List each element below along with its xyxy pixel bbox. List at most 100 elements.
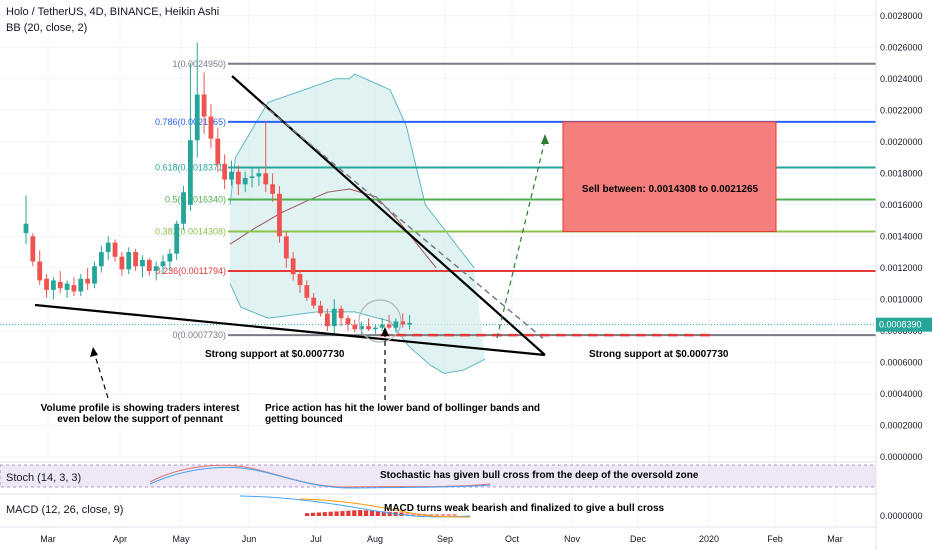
candle-body	[153, 266, 159, 271]
bounce-circle	[358, 299, 402, 343]
pennant-upper-line	[231, 75, 546, 356]
stoch-label[interactable]: Stoch (14, 3, 3)	[6, 472, 82, 484]
candle-body	[181, 192, 186, 224]
candle-body	[297, 274, 303, 286]
time-tick-label: Nov	[564, 534, 581, 544]
candle-body	[194, 94, 200, 141]
time-tick-label: Aug	[367, 534, 383, 544]
time-tick-label: Jun	[242, 534, 257, 544]
bounce-arrow-head	[381, 327, 389, 336]
trend-drawings	[34, 75, 710, 400]
macd-histogram-bar	[446, 514, 451, 516]
macd-annotation: MACD turns weak bearish and finalized to…	[384, 503, 665, 514]
indicator-panes	[0, 461, 877, 518]
macd-signal-line	[299, 498, 471, 518]
bb-indicator-label[interactable]: BB (20, close, 2)	[6, 22, 88, 34]
candle-body	[256, 173, 262, 177]
price-axis[interactable]: 0.0028000 0.0026000 0.0024000 0.0022000 0.00…	[875, 0, 932, 550]
price-tick-label: 0.0026000	[880, 42, 923, 52]
macd-histogram-bar	[369, 510, 375, 516]
candle-body	[105, 242, 111, 253]
candle-body	[249, 176, 255, 179]
macd-line	[239, 495, 471, 518]
candle-body	[51, 280, 56, 290]
sell-zone-label: Sell between: 0.0014308 to 0.0021265	[581, 184, 759, 195]
price-tick-label: 0.0018000	[880, 168, 923, 178]
time-tick-label: Dec	[630, 534, 647, 544]
candle-body	[160, 261, 166, 267]
stoch-annotation: Stochastic has given bull cross from the…	[380, 470, 699, 481]
current-price-label: 0.0008390	[879, 320, 922, 330]
time-tick-label: Apr	[113, 534, 127, 544]
candle-body	[290, 258, 296, 275]
target-arrow-head	[541, 134, 549, 144]
candle-body	[30, 236, 36, 262]
candle-body	[386, 324, 392, 328]
price-tick-label: 0.0002000	[880, 420, 923, 430]
volume-arrow-head	[90, 347, 98, 357]
time-axis[interactable]: Mar Apr May Jun Jul Aug Sep Oct Nov Dec 2020 Feb Mar	[0, 526, 876, 544]
candle-body	[57, 281, 63, 289]
bb-upper-band	[229, 73, 475, 269]
candle-body	[215, 138, 221, 164]
macd-histogram-bar	[434, 514, 439, 516]
macd-histogram-bar	[340, 511, 345, 516]
macd-histogram-bar	[346, 510, 351, 516]
price-tick-label: 0.0010000	[880, 294, 923, 304]
macd-histogram-bar	[440, 514, 445, 516]
candle-body	[37, 261, 43, 281]
candle-body	[229, 171, 234, 180]
bb-fill	[230, 74, 485, 374]
candle-body	[325, 313, 330, 327]
macd-histogram-bar	[452, 514, 457, 516]
candle-body	[379, 324, 385, 328]
annotation-bollinger: Price action has hit the lower band of b…	[265, 403, 541, 425]
sell-zone	[562, 121, 777, 232]
time-tick-label: May	[172, 534, 190, 544]
macd-histogram-bar	[411, 513, 416, 516]
candle-body	[242, 178, 248, 185]
candle-body	[71, 285, 77, 292]
candle-body	[64, 283, 70, 290]
candle-body	[270, 184, 275, 194]
symbol-title: Holo / TetherUS, 4D, BINANCE, Heikin Ash…	[6, 6, 220, 18]
candle-body	[263, 173, 269, 185]
time-tick-label: Sep	[437, 534, 453, 544]
price-tick-label: 0.0012000	[880, 263, 923, 273]
sell-zone-box[interactable]	[562, 121, 777, 232]
time-tick-label: Jul	[310, 534, 322, 544]
candle-body	[146, 259, 152, 271]
candle-body	[366, 326, 371, 330]
candle-body	[23, 223, 29, 234]
annotation-support-left: Strong support at $0.0007730	[205, 349, 345, 360]
macd-histogram-bar	[316, 512, 321, 516]
macd-tick-label: 0.0000000	[880, 511, 923, 521]
macd-histogram-bar	[375, 511, 380, 516]
candle-body	[133, 252, 138, 267]
candle-body	[311, 297, 317, 306]
candle-body	[167, 253, 173, 262]
candle-body	[119, 256, 125, 270]
annotation-volume-profile: Volume profile is showing traders intere…	[40, 403, 240, 425]
price-tick-label: 0.0016000	[880, 200, 923, 210]
time-tick-label: Mar	[827, 534, 843, 544]
stoch-pane[interactable]	[0, 464, 877, 488]
fib-label: 0(0.0007730)	[172, 330, 226, 340]
macd-histogram-bar	[387, 511, 392, 516]
current-price-tag[interactable]	[876, 317, 932, 332]
macd-histogram-bar	[381, 511, 386, 516]
candle-body	[78, 278, 84, 292]
stoch-k-line	[149, 466, 491, 489]
candle-body	[140, 259, 145, 267]
macd-label[interactable]: MACD (12, 26, close, 9)	[6, 504, 124, 516]
fib-label: 0.236(0.0011794)	[156, 266, 226, 276]
macd-histogram-bar	[328, 511, 333, 516]
candle-body	[174, 223, 180, 254]
candle-body	[277, 193, 282, 237]
time-tick-label: Feb	[767, 534, 783, 544]
price-tick-label: 0.0004000	[880, 389, 923, 399]
candle-body	[235, 171, 241, 185]
annotation-support-right: Strong support at $0.0007730	[589, 349, 729, 360]
target-arrow	[496, 139, 546, 339]
